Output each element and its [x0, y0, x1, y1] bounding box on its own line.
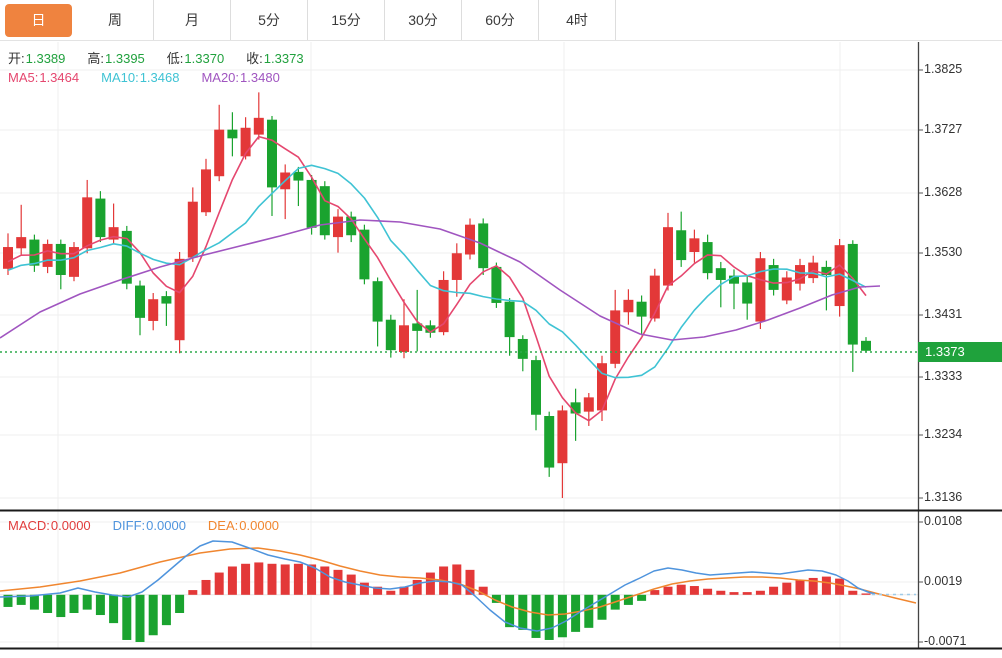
tab-周[interactable]: 周 [77, 0, 154, 40]
ma-row-item: MA5:1.3464 [8, 70, 80, 85]
tab-60分[interactable]: 60分 [462, 0, 539, 40]
tab-5分[interactable]: 5分 [231, 0, 308, 40]
ohlc-row-item: 低:1.3370 [166, 51, 225, 66]
tab-15分[interactable]: 15分 [308, 0, 385, 40]
axis-tick-label: 0.0019 [924, 574, 963, 588]
timeframe-tabbar: 日周月 5分 15分 30分 60分 4时 [0, 0, 1002, 41]
axis-tick-label: 1.3727 [924, 122, 963, 136]
axis-tick-label: 1.3431 [924, 307, 963, 321]
axis-tick-label: 1.3333 [924, 369, 963, 383]
ma-row-item: MA20:1.3480 [201, 70, 280, 85]
axis-tick-label: 1.3136 [924, 490, 963, 504]
macd-row-item: DIFF:0.0000 [112, 518, 186, 533]
macd-row-item: MACD:0.0000 [8, 518, 91, 533]
tab-4时[interactable]: 4时 [539, 0, 616, 40]
axis-tick-label: -0.0071 [924, 634, 967, 648]
ma-row-item: MA10:1.3468 [101, 70, 180, 85]
ohlc-row-item: 开:1.3389 [8, 51, 66, 66]
tab-30分[interactable]: 30分 [385, 0, 462, 40]
macd-readout: MACD:0.0000 DIFF:0.0000 DEA:0.0000 [8, 518, 301, 533]
ohlc-readout: 开:1.3389 高:1.3395 低:1.3370 收:1.3373 [8, 48, 326, 67]
axis-tick-label: 0.0108 [924, 514, 963, 528]
axis-tick-label: 1.3825 [924, 62, 963, 76]
axis-tick-label: 1.3234 [924, 427, 963, 441]
current-price-badge: 1.3373 [918, 342, 1002, 362]
ma-readout: MA5:1.3464 MA10:1.3468 MA20:1.3480 [8, 70, 302, 85]
axis-tick-label: 1.3628 [924, 185, 963, 199]
tab-日[interactable]: 日 [5, 3, 72, 37]
tab-月[interactable]: 月 [154, 0, 231, 40]
ohlc-row-item: 收:1.3373 [246, 51, 304, 66]
axis-tick-label: 1.3530 [924, 245, 963, 259]
current-price-value: 1.3373 [925, 344, 965, 359]
ohlc-row-item: 高:1.3395 [87, 51, 145, 66]
macd-row-item: DEA:0.0000 [207, 518, 280, 533]
